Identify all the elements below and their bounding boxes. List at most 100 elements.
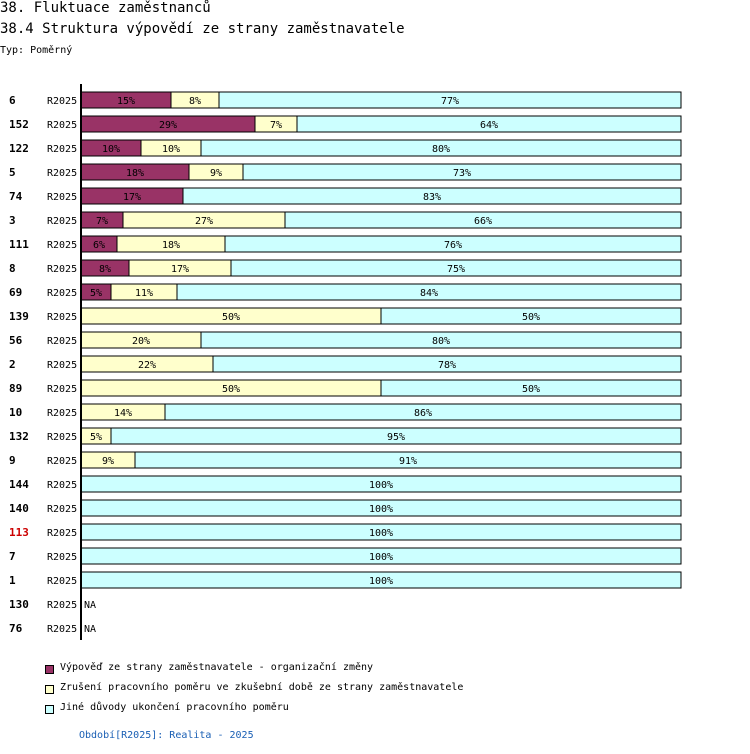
bar-value-label: 9% [210, 168, 222, 179]
legend-swatch-other [45, 705, 54, 714]
bar-segment [200, 139, 682, 157]
bar-value-label: 84% [420, 288, 438, 299]
bar-value-label: 17% [123, 192, 141, 203]
legend-item-other: Jiné důvody ukončení pracovního poměru [45, 702, 725, 722]
bar-value-label: 18% [162, 240, 180, 251]
legend-swatch-organizational [45, 665, 54, 674]
page-title: 38. Fluktuace zaměstnanců [0, 0, 211, 16]
bar-value-label: 73% [453, 168, 471, 179]
row-id-label: 7 [9, 550, 16, 563]
bar-value-label: 77% [441, 96, 459, 107]
bar-value-label: 64% [480, 120, 498, 131]
row-period-label: R2025 [47, 504, 77, 515]
bar-value-label: 29% [159, 120, 177, 131]
bar-value-label: 8% [99, 264, 111, 275]
row-period-label: R2025 [47, 432, 77, 443]
bar-value-label: 11% [135, 288, 153, 299]
row-period-label: R2025 [47, 408, 77, 419]
bar-value-label: 50% [522, 384, 540, 395]
bar-value-label: 14% [114, 408, 132, 419]
bar-value-label: 76% [444, 240, 462, 251]
na-label: NA [84, 624, 96, 635]
bar-segment [212, 355, 682, 373]
bar-segment [134, 451, 682, 469]
bar-value-label: 18% [126, 168, 144, 179]
bar-value-label: 10% [162, 144, 180, 155]
legend-label-other: Jiné důvody ukončení pracovního poměru [60, 702, 289, 713]
row-id-label: 152 [9, 118, 29, 131]
row-period-label: R2025 [47, 480, 77, 491]
bar-value-label: 100% [369, 480, 393, 491]
row-id-label: 2 [9, 358, 16, 371]
bar-segment [224, 235, 682, 253]
bar-segment [380, 379, 682, 397]
bar-value-label: 50% [522, 312, 540, 323]
row-period-label: R2025 [47, 384, 77, 395]
row-id-label: 111 [9, 238, 29, 251]
bar-value-label: 50% [222, 384, 240, 395]
bar-value-label: 78% [438, 360, 456, 371]
row-period-label: R2025 [47, 552, 77, 563]
bar-value-label: 80% [432, 144, 450, 155]
row-period-label: R2025 [47, 192, 77, 203]
bar-segment [110, 427, 682, 445]
chart-subtitle: 38.4 Struktura výpovědí ze strany zaměst… [0, 21, 405, 37]
bar-value-label: 15% [117, 96, 135, 107]
bar-value-label: 91% [399, 456, 417, 467]
bar-value-label: 50% [222, 312, 240, 323]
bar-segment [164, 403, 682, 421]
legend-label-probation: Zrušení pracovního poměru ve zkušební do… [60, 682, 464, 693]
bar-value-label: 100% [369, 576, 393, 587]
row-period-label: R2025 [47, 456, 77, 467]
row-period-label: R2025 [47, 576, 77, 587]
row-id-label: 8 [9, 262, 16, 275]
row-period-label: R2025 [47, 120, 77, 131]
row-period-label: R2025 [47, 360, 77, 371]
row-id-label: 74 [9, 190, 23, 203]
bar-value-label: 5% [90, 432, 102, 443]
bar-value-label: 86% [414, 408, 432, 419]
row-id-label: 132 [9, 430, 29, 443]
row-id-label: 122 [9, 142, 29, 155]
row-id-label: 9 [9, 454, 16, 467]
bar-segment [296, 115, 682, 133]
bar-value-label: 66% [474, 216, 492, 227]
bar-segment [230, 259, 682, 277]
legend-label-organizational: Výpověď ze strany zaměstnavatele - organ… [60, 662, 374, 673]
stacked-bar-chart: 6 R2025 15% 8% 77%152 R2025 29% 7% 64%122 R2025 10… [9, 84, 682, 640]
bar-value-label: 75% [447, 264, 465, 275]
bar-value-label: 20% [132, 336, 150, 347]
row-period-label: R2025 [47, 624, 77, 635]
row-id-label: 10 [9, 406, 22, 419]
bar-value-label: 7% [96, 216, 108, 227]
type-label: Typ: Poměrný [0, 45, 73, 56]
row-period-label: R2025 [47, 336, 77, 347]
bar-value-label: 7% [270, 120, 282, 131]
bar-value-label: 100% [369, 528, 393, 539]
row-id-label: 69 [9, 286, 22, 299]
chart-legend: Výpověď ze strany zaměstnavatele - organ… [45, 662, 725, 722]
bar-value-label: 95% [387, 432, 405, 443]
bar-value-label: 8% [189, 96, 201, 107]
row-period-label: R2025 [47, 264, 77, 275]
bar-value-label: 27% [195, 216, 213, 227]
bar-value-label: 9% [102, 456, 114, 467]
row-period-label: R2025 [47, 96, 77, 107]
bar-segment [182, 187, 682, 205]
bar-segment [218, 91, 682, 109]
row-id-label: 130 [9, 598, 29, 611]
row-period-label: R2025 [47, 168, 77, 179]
row-period-label: R2025 [47, 600, 77, 611]
bar-value-label: 22% [138, 360, 156, 371]
legend-swatch-probation [45, 685, 54, 694]
row-id-label: 139 [9, 310, 29, 323]
row-id-label: 144 [9, 478, 29, 491]
bar-value-label: 6% [93, 240, 105, 251]
bar-segment [176, 283, 682, 301]
na-label: NA [84, 600, 96, 611]
row-period-label: R2025 [47, 240, 77, 251]
row-id-label: 89 [9, 382, 22, 395]
row-id-label: 3 [9, 214, 16, 227]
bar-segment [380, 307, 682, 325]
row-period-label: R2025 [47, 144, 77, 155]
